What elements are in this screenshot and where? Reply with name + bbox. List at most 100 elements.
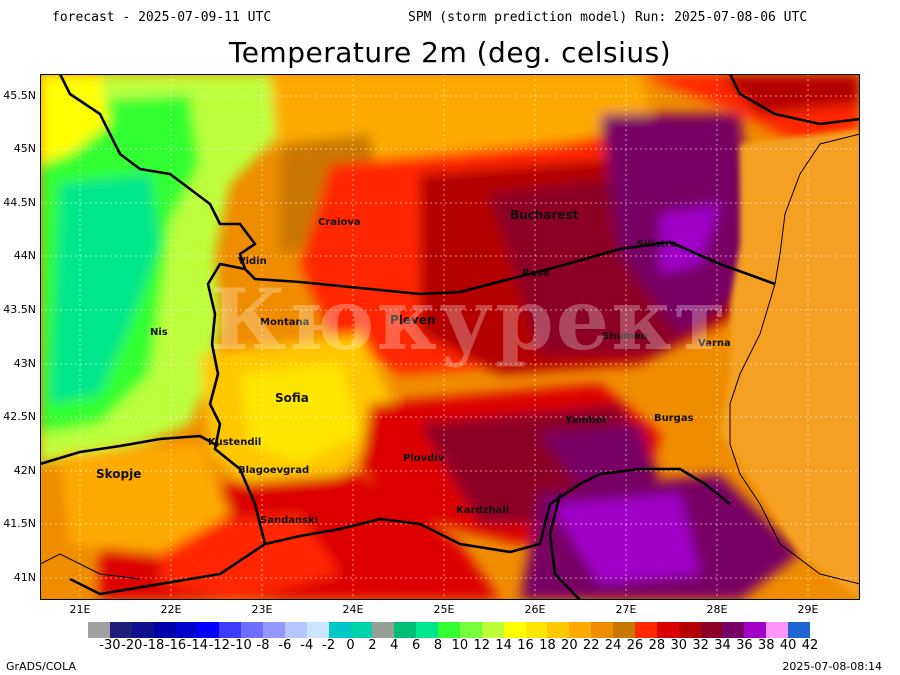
city-label: Sandanski — [260, 515, 318, 526]
legend-swatch — [700, 622, 723, 638]
city-label: Bucharest — [510, 208, 579, 222]
city-label: Kustendil — [208, 437, 261, 448]
lon-tick-label: 24E — [342, 603, 364, 616]
lat-tick-label: 44N — [13, 249, 36, 262]
legend-label: 42 — [801, 638, 819, 653]
legend-label: 28 — [648, 638, 666, 653]
lat-tick-label: 45N — [13, 142, 36, 155]
color-legend — [88, 622, 810, 638]
city-label: Montana — [260, 317, 309, 328]
legend-label: 10 — [451, 638, 469, 653]
lat-tick-label: 43N — [13, 357, 36, 370]
legend-swatch — [153, 622, 176, 638]
city-label: Ruse — [522, 268, 550, 279]
grid-lines — [40, 74, 860, 600]
lon-tick-label: 22E — [160, 603, 182, 616]
color-legend-labels: -30 -20 -18 -16 -14 -12 -10 -8 -6 -4 -2 0 2 4 6 8 10 12 14… — [88, 638, 848, 654]
legend-label: 14 — [495, 638, 512, 653]
legend-swatch — [656, 622, 679, 638]
legend-swatch — [109, 622, 132, 638]
city-label: Vidin — [238, 256, 267, 267]
software-credit: GrADS/COLA — [6, 660, 76, 673]
city-label: Yambol — [564, 415, 606, 426]
lat-tick-label: 45.5N — [3, 89, 36, 102]
lon-tick-label: 26E — [524, 603, 546, 616]
legend-label: 26 — [626, 638, 644, 653]
map-frame — [40, 74, 860, 600]
city-label: Skopje — [96, 467, 141, 481]
lat-tick-label: 44.5N — [3, 196, 36, 209]
legend-label: 36 — [736, 638, 753, 653]
legend-swatch — [459, 622, 482, 638]
legend-swatch — [416, 622, 438, 638]
legend-swatch — [219, 622, 242, 638]
lon-tick-label: 28E — [706, 603, 728, 616]
legend-label: 18 — [539, 638, 556, 653]
legend-label: -14 — [186, 638, 209, 653]
legend-swatch — [591, 622, 613, 638]
longitude-axis: 21E 22E 23E 24E 25E 26E 27E 28E 29E — [40, 603, 860, 619]
watermark: Кюкурект — [210, 270, 728, 369]
lon-tick-label: 21E — [69, 603, 91, 616]
city-label: Nis — [150, 327, 168, 338]
city-label: Shumen — [602, 331, 648, 342]
legend-swatch — [131, 622, 154, 638]
legend-label: -16 — [164, 638, 187, 653]
legend-label: -8 — [256, 638, 270, 653]
map-title: Temperature 2m (deg. celsius) — [228, 36, 672, 69]
legend-label: 32 — [692, 638, 709, 653]
legend-label: -4 — [300, 638, 314, 653]
forecast-time-label: forecast - 2025-07-09-11 UTC — [52, 10, 272, 25]
legend-swatch — [503, 622, 526, 638]
legend-label: 12 — [473, 638, 491, 653]
legend-swatch — [263, 622, 285, 638]
legend-label: 38 — [757, 638, 775, 653]
legend-label: -20 — [121, 638, 143, 653]
city-label: Sofia — [275, 391, 309, 405]
city-label: Burgas — [654, 413, 694, 424]
legend-swatch — [88, 622, 110, 638]
coastline — [40, 133, 860, 585]
legend-label: 8 — [433, 638, 443, 653]
temperature-map: Bucharest Craiova Silistra Ruse Vidin Pl… — [40, 74, 860, 600]
lon-tick-label: 23E — [251, 603, 273, 616]
legend-label: -6 — [278, 638, 292, 653]
legend-swatch — [525, 622, 548, 638]
legend-label: 0 — [346, 638, 355, 653]
legend-label: -10 — [230, 638, 252, 653]
model-run-label: SPM (storm prediction model) Run: 2025-0… — [408, 10, 808, 25]
city-label: Pleven — [390, 313, 436, 327]
legend-label: 4 — [390, 638, 399, 653]
legend-swatch — [744, 622, 767, 638]
legend-swatch — [394, 622, 417, 638]
legend-label: -30 — [99, 638, 121, 653]
legend-label: 6 — [412, 638, 421, 653]
legend-swatch — [569, 622, 592, 638]
legend-swatch — [306, 622, 329, 638]
legend-label: 40 — [779, 638, 797, 653]
lon-tick-label: 29E — [797, 603, 819, 616]
generation-timestamp: 2025-07-08-08:14 — [782, 660, 882, 673]
lon-tick-label: 25E — [433, 603, 455, 616]
lat-tick-label: 43.5N — [3, 303, 36, 316]
legend-label: -2 — [322, 638, 336, 653]
legend-label: 16 — [517, 638, 534, 653]
map-canvas: Bucharest Craiova Silistra Ruse Vidin Pl… — [40, 74, 860, 600]
legend-swatch — [284, 622, 307, 638]
legend-swatch — [481, 622, 504, 638]
legend-label: 22 — [582, 638, 600, 653]
city-label: Kardzhali — [456, 505, 509, 516]
latitude-axis: 45.5N 45N 44.5N 44N 43.5N 43N 42.5N 42N … — [0, 74, 40, 600]
legend-swatch — [766, 622, 788, 638]
legend-swatch — [788, 622, 810, 638]
legend-swatch — [547, 622, 570, 638]
legend-swatch — [613, 622, 635, 638]
legend-label: 34 — [714, 638, 731, 653]
lat-tick-label: 42.5N — [3, 410, 36, 423]
legend-label: -18 — [143, 638, 165, 653]
legend-label: 24 — [604, 638, 622, 653]
legend-label: 2 — [368, 638, 377, 653]
lat-tick-label: 41N — [13, 571, 36, 584]
legend-swatch — [372, 622, 395, 638]
city-label: Varna — [698, 338, 731, 349]
